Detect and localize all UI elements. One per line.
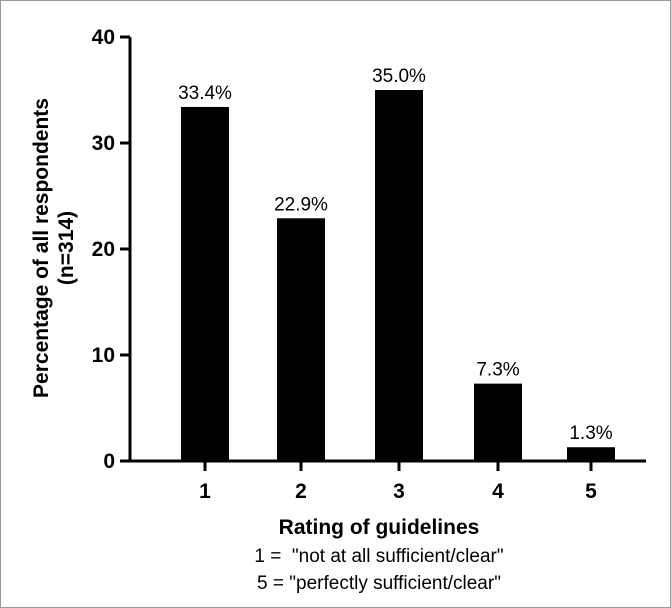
x-axis-ticks: 1 2 3 4 5 <box>199 461 597 503</box>
data-label: 22.9% <box>274 194 328 215</box>
y-tick-label: 0 <box>103 450 115 473</box>
x-tick-label: 1 <box>199 480 211 503</box>
y-axis-title-line1: Percentage of all respondents <box>30 98 53 398</box>
x-tick-label: 5 <box>585 480 597 503</box>
data-label: 1.3% <box>569 423 612 444</box>
bar-5 <box>567 447 615 461</box>
bar-2 <box>277 218 325 461</box>
y-tick-label: 20 <box>92 238 115 261</box>
bar-4 <box>474 383 522 461</box>
x-tick-label: 3 <box>393 480 405 503</box>
x-axis-note-line2: 5 = "perfectly sufficient/clear" <box>257 573 501 594</box>
y-tick-label: 10 <box>92 344 115 367</box>
bars-group <box>181 90 615 462</box>
y-tick-label: 30 <box>92 132 115 155</box>
y-axis-ticks: 0 10 20 30 40 <box>92 26 130 473</box>
y-tick-label: 40 <box>92 26 115 49</box>
y-axis-title-line2: (n=314) <box>55 211 78 285</box>
data-label: 35.0% <box>372 66 426 87</box>
data-label: 33.4% <box>178 83 232 104</box>
x-axis-note-line1: 1 = "not at all sufficient/clear" <box>254 546 503 567</box>
x-tick-label: 2 <box>295 480 307 503</box>
x-axis-title: Rating of guidelines <box>279 516 480 539</box>
x-tick-label: 4 <box>492 480 504 503</box>
data-labels-group: 33.4% 22.9% 35.0% 7.3% 1.3% <box>178 66 613 444</box>
bar-1 <box>181 106 229 462</box>
bar-3 <box>375 90 423 461</box>
data-label: 7.3% <box>476 360 519 381</box>
